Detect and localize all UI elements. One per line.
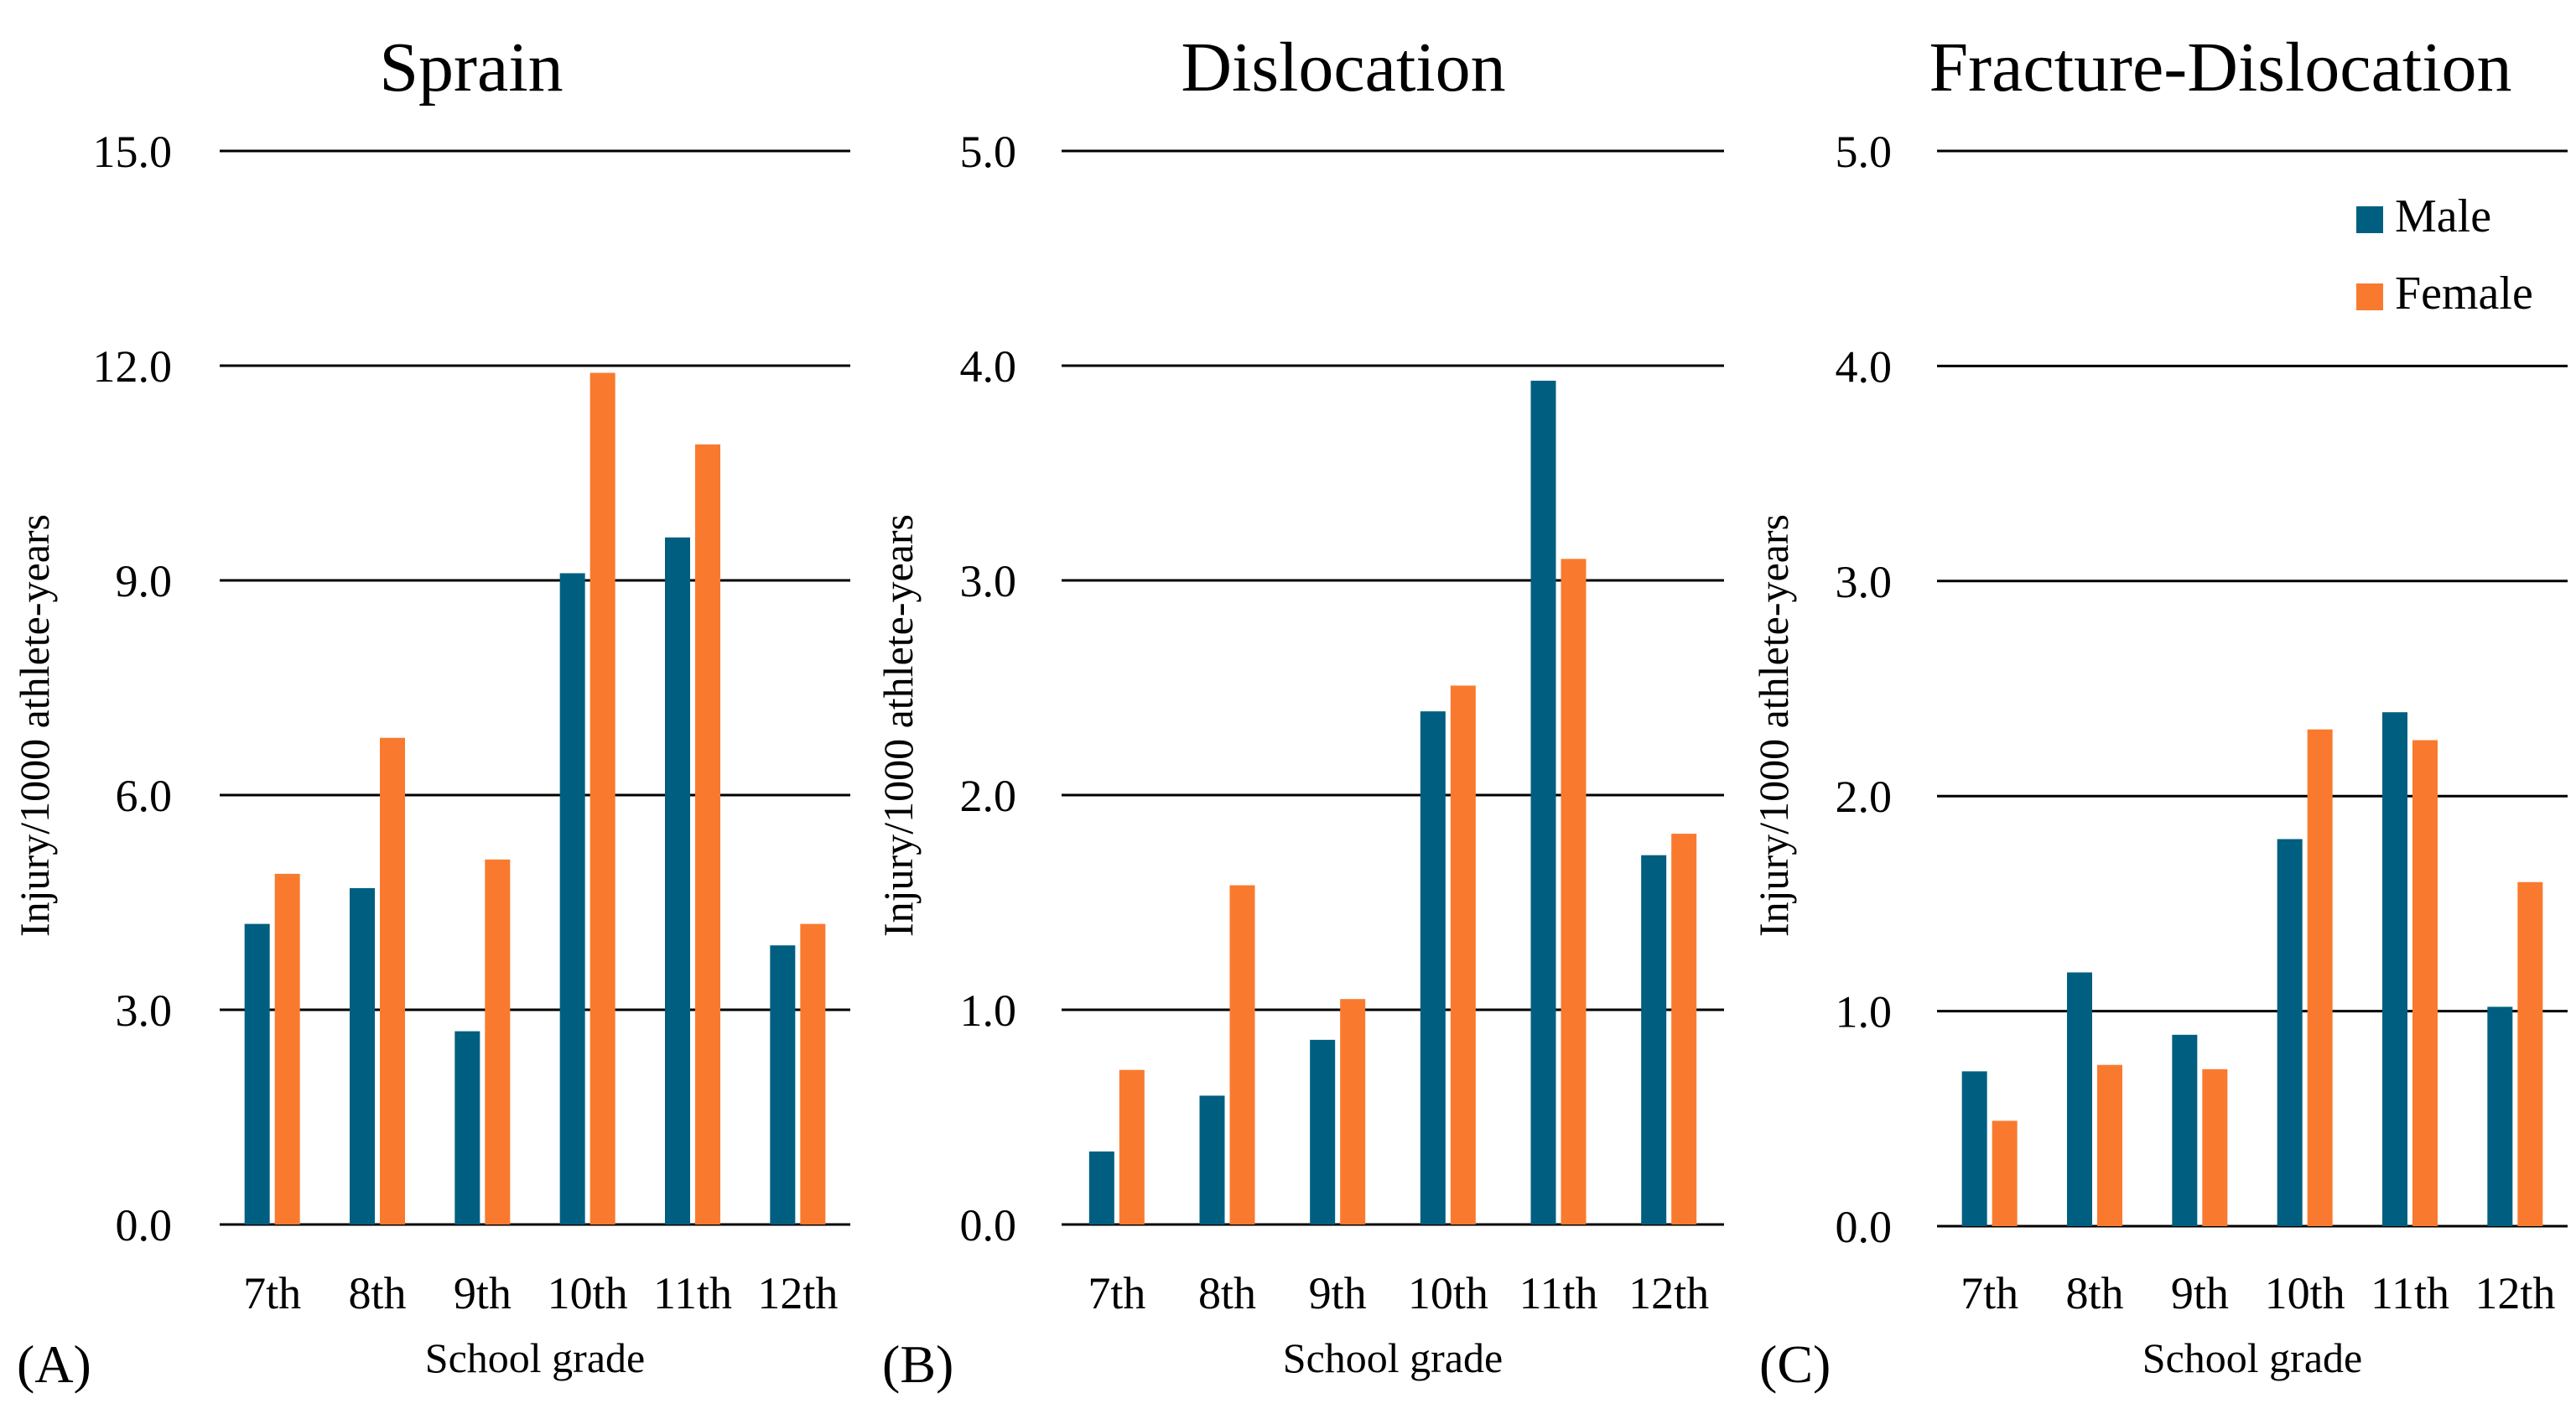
legend: Male Female	[2356, 190, 2533, 320]
x-tick-label: 9th	[1309, 1268, 1367, 1318]
y-tick-label: 15.0	[93, 127, 173, 177]
y-tick-label: 0.0	[1836, 1202, 1893, 1252]
panel-c: Fracture-Dislocation 0.0 1.0 2.0 3.0 4.0 5.0 In…	[1750, 29, 2568, 1394]
bar-female-11th	[2412, 740, 2438, 1226]
legend-swatch-male	[2356, 206, 2383, 233]
x-tick-label: 12th	[757, 1268, 838, 1318]
bar-female-10th	[1450, 685, 1476, 1224]
bar-female-7th	[1992, 1120, 2018, 1226]
bar-female-12th	[1671, 834, 1697, 1224]
panel-tag: (B)	[882, 1334, 953, 1394]
bar-female-12th	[800, 923, 826, 1224]
legend-label-male: Male	[2395, 190, 2491, 242]
panel-tag: (C)	[1759, 1334, 1831, 1394]
x-axis-title: School grade	[425, 1334, 645, 1381]
y-tick-label: 1.0	[960, 985, 1017, 1036]
bar-male-9th	[454, 1031, 480, 1224]
bar-female-9th	[485, 859, 511, 1224]
bar-female-12th	[2517, 881, 2543, 1226]
bar-female-11th	[1561, 559, 1587, 1224]
bar-male-11th	[2382, 712, 2407, 1226]
y-tick-label: 9.0	[116, 556, 173, 606]
y-tick-label: 4.0	[1836, 341, 1893, 392]
bar-male-8th	[350, 887, 375, 1224]
x-tick-label: 8th	[348, 1268, 406, 1318]
legend-swatch-female	[2356, 283, 2383, 310]
y-tick-label: 5.0	[960, 127, 1017, 177]
bar-male-7th	[1088, 1151, 1114, 1224]
x-axis-title: School grade	[1283, 1334, 1503, 1381]
y-tick-label: 0.0	[960, 1200, 1017, 1250]
x-tick-label: 10th	[1408, 1268, 1488, 1318]
legend-label-female: Female	[2395, 268, 2533, 320]
bar-male-9th	[2172, 1034, 2198, 1226]
x-tick-label: 11th	[653, 1268, 732, 1318]
y-tick-label: 6.0	[116, 771, 173, 821]
bar-female-8th	[380, 737, 405, 1224]
y-tick-label: 4.0	[960, 341, 1017, 392]
x-tick-label: 7th	[1961, 1268, 2018, 1318]
bar-male-7th	[1961, 1071, 1987, 1226]
bar-male-12th	[770, 945, 796, 1224]
bar-female-11th	[695, 444, 720, 1224]
x-tick-label: 9th	[2171, 1268, 2229, 1318]
x-tick-label: 11th	[2371, 1268, 2449, 1318]
x-tick-label: 8th	[2065, 1268, 2123, 1318]
y-tick-label: 2.0	[1836, 772, 1893, 822]
bar-female-7th	[274, 873, 300, 1224]
x-tick-label: 9th	[454, 1268, 512, 1318]
chart-title: Sprain	[379, 29, 563, 107]
x-tick-label: 8th	[1198, 1268, 1256, 1318]
x-tick-label: 12th	[1628, 1268, 1709, 1318]
chart-title: Dislocation	[1181, 29, 1505, 107]
y-tick-label: 3.0	[960, 556, 1017, 606]
y-tick-label: 5.0	[1836, 127, 1893, 177]
bar-male-7th	[244, 923, 270, 1224]
y-axis-title: Injury/1000 athlete-years	[875, 514, 922, 937]
y-axis-title: Injury/1000 athlete-years	[11, 514, 58, 937]
bar-male-10th	[1420, 711, 1446, 1224]
y-tick-label: 3.0	[116, 985, 173, 1036]
bar-female-9th	[1340, 999, 1366, 1224]
y-axis-title: Injury/1000 athlete-years	[1750, 514, 1797, 937]
y-tick-label: 0.0	[116, 1200, 173, 1250]
bar-female-10th	[589, 372, 615, 1224]
bar-male-11th	[665, 537, 690, 1224]
y-tick-label: 2.0	[960, 771, 1017, 821]
bar-female-9th	[2202, 1068, 2228, 1226]
bar-female-8th	[1229, 885, 1255, 1224]
bar-male-11th	[1530, 380, 1556, 1224]
bar-female-10th	[2307, 729, 2333, 1226]
bar-female-7th	[1119, 1069, 1145, 1224]
x-tick-label: 10th	[548, 1268, 628, 1318]
bar-male-10th	[2277, 839, 2303, 1226]
panel-tag: (A)	[17, 1334, 91, 1394]
x-tick-label: 7th	[243, 1268, 301, 1318]
panel-b: Dislocation 0.0 1.0 2.0 3.0 4.0 5.0 Injury/1000…	[875, 29, 1724, 1394]
bar-male-10th	[559, 573, 585, 1224]
x-tick-label: 11th	[1519, 1268, 1598, 1318]
bar-male-8th	[2067, 972, 2092, 1226]
x-axis-title: School grade	[2142, 1334, 2362, 1381]
y-tick-label: 3.0	[1836, 557, 1893, 607]
x-tick-label: 12th	[2475, 1268, 2555, 1318]
bar-female-8th	[2097, 1064, 2122, 1226]
bar-male-12th	[1641, 855, 1667, 1224]
bar-male-8th	[1199, 1095, 1225, 1224]
bar-male-9th	[1310, 1039, 1336, 1224]
panel-a: Sprain 0.0 3.0 6.0 9.0 12.0 15.0 Injury/1000 at…	[11, 29, 850, 1394]
chart-title: Fracture-Dislocation	[1929, 29, 2511, 107]
y-tick-label: 1.0	[1836, 987, 1893, 1037]
y-tick-label: 12.0	[93, 341, 173, 392]
x-tick-label: 10th	[2265, 1268, 2345, 1318]
bar-male-12th	[2487, 1006, 2513, 1226]
x-tick-label: 7th	[1088, 1268, 1145, 1318]
